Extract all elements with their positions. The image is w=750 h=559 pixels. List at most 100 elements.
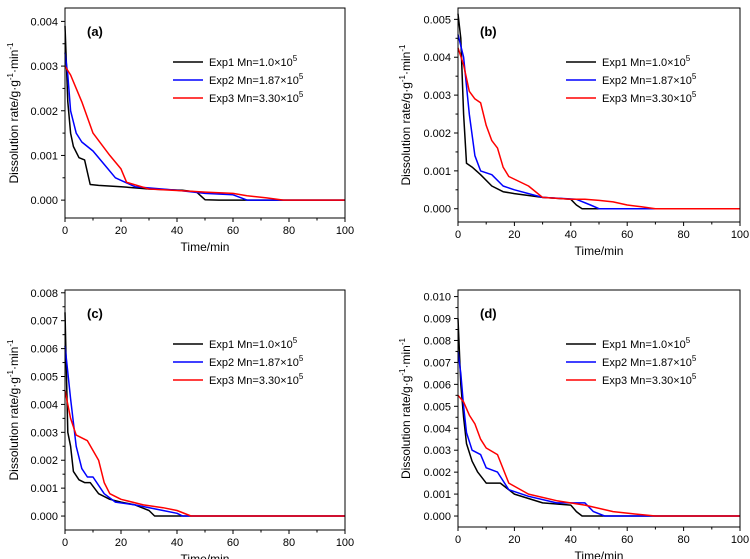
x-tick-label: 60 [621, 229, 633, 241]
y-tick-label: 0.003 [30, 61, 58, 73]
y-axis-title: Dissolution rate/g·g-1·min-1 [398, 337, 413, 479]
y-axis-title: Dissolution rate/g·g-1·min-1 [6, 339, 21, 481]
y-tick-label: 0.001 [30, 483, 58, 495]
y-axis-title-part: Dissolution rate/g·g [399, 82, 413, 185]
legend-text: Exp3 Mn=3.30×10 [209, 375, 299, 387]
x-axis-title: Time/min [181, 552, 230, 559]
y-tick-label: 0.000 [30, 511, 58, 523]
legend-text: Exp2 Mn=1.87×10 [209, 357, 299, 369]
series-line-2 [64, 52, 345, 201]
y-tick-label: 0.004 [30, 399, 58, 411]
x-tick-label: 60 [621, 534, 633, 546]
y-tick-label: 0.009 [423, 314, 451, 326]
y-axis-title-part: -1 [6, 42, 15, 50]
series-line-1 [64, 312, 345, 517]
y-axis-title-part: -1 [398, 74, 407, 82]
legend-label-1: Exp1 Mn=1.0×105 [209, 336, 298, 351]
legend-text: Exp2 Mn=1.87×10 [602, 75, 692, 87]
legend-text: Exp2 Mn=1.87×10 [209, 75, 299, 87]
legend-exponent: 5 [692, 372, 697, 381]
legend-exponent: 5 [299, 372, 304, 381]
x-tick-label: 100 [336, 225, 354, 237]
legend-text: Exp1 Mn=1.0×10 [602, 57, 686, 69]
x-tick-label: 20 [115, 225, 127, 237]
series-line-1 [457, 13, 740, 210]
chart-panel-b: 0 20 40 60 80 100 0.000 0.001 0.002 0.003 0.004 0.0… [398, 7, 749, 258]
x-tick-label: 20 [508, 229, 520, 241]
x-tick-label: 20 [508, 534, 520, 546]
legend-exponent: 5 [692, 90, 697, 99]
x-tick-label: 80 [283, 537, 295, 549]
x-tick-label: 80 [677, 229, 689, 241]
y-tick-label: 0.004 [423, 52, 451, 64]
y-axis-title-part: Dissolution rate/g·g [7, 377, 21, 480]
legend-label-3: Exp3 Mn=3.30×105 [602, 372, 697, 387]
x-tick-label: 20 [115, 537, 127, 549]
chart-panel-d: 0 20 40 60 80 100 0.000 0.001 0.002 0.003 0.004 0.0… [398, 289, 749, 559]
x-tick-label: 0 [455, 229, 461, 241]
x-tick-label: 0 [62, 225, 68, 237]
y-tick-label: 0.001 [30, 150, 58, 162]
y-tick-label: 0.003 [423, 445, 451, 457]
legend-exponent: 5 [299, 90, 304, 99]
legend-exponent: 5 [692, 72, 697, 81]
x-tick-label: 40 [171, 537, 183, 549]
legend-text: Exp2 Mn=1.87×10 [602, 357, 692, 369]
y-axis-title-part: -1 [398, 337, 407, 345]
legend-label-3: Exp3 Mn=3.30×105 [209, 372, 304, 387]
x-tick-label: 0 [62, 537, 68, 549]
y-axis-title-part: ·min [7, 347, 21, 370]
x-axis-title: Time/min [575, 244, 624, 258]
y-axis-title: Dissolution rate/g·g-1·min-1 [398, 44, 413, 186]
legend-exponent: 5 [293, 336, 298, 345]
legend-label-1: Exp1 Mn=1.0×105 [602, 54, 691, 69]
legend-text: Exp3 Mn=3.30×10 [602, 375, 692, 387]
legend-text: Exp1 Mn=1.0×10 [209, 339, 293, 351]
y-tick-label: 0.001 [423, 489, 451, 501]
chart-panel-c: 0 20 40 60 80 100 0.000 0.001 0.002 0.003 0.004 0.0… [6, 288, 354, 559]
legend-exponent: 5 [692, 354, 697, 363]
x-axis-title: Time/min [575, 549, 624, 559]
series-line-2 [457, 351, 740, 517]
x-tick-label: 60 [227, 225, 239, 237]
y-axis-title-part: ·min [7, 50, 21, 73]
x-tick-label: 100 [731, 229, 749, 241]
y-tick-label: 0.002 [30, 455, 58, 467]
y-tick-label: 0.003 [30, 427, 58, 439]
legend-text: Exp1 Mn=1.0×10 [209, 57, 293, 69]
legend-label-2: Exp2 Mn=1.87×105 [209, 72, 304, 87]
legend-exponent: 5 [293, 54, 298, 63]
y-tick-label: 0.006 [423, 379, 451, 391]
y-axis-title-part: Dissolution rate/g·g [7, 80, 21, 183]
y-tick-label: 0.002 [423, 128, 451, 140]
panel-label: (a) [87, 24, 103, 39]
plot-frame [64, 289, 346, 531]
legend-exponent: 5 [299, 72, 304, 81]
x-tick-label: 40 [565, 229, 577, 241]
series-line-3 [64, 65, 345, 201]
legend-label-2: Exp2 Mn=1.87×105 [602, 72, 697, 87]
x-tick-label: 100 [731, 534, 749, 546]
legend-label-1: Exp1 Mn=1.0×105 [602, 336, 691, 351]
x-tick-label: 0 [455, 534, 461, 546]
x-tick-label: 100 [336, 537, 354, 549]
y-tick-label: 0.005 [30, 372, 58, 384]
series-line-1 [64, 25, 345, 201]
y-tick-label: 0.005 [423, 14, 451, 26]
y-axis-title-part: ·min [399, 345, 413, 368]
y-tick-label: 0.000 [30, 195, 58, 207]
panel-label: (d) [480, 306, 497, 321]
x-tick-label: 80 [677, 534, 689, 546]
plot-frame [457, 289, 741, 528]
legend-label-3: Exp3 Mn=3.30×105 [602, 90, 697, 105]
x-tick-label: 40 [565, 534, 577, 546]
y-tick-label: 0.004 [423, 423, 451, 435]
legend-text: Exp3 Mn=3.30×10 [209, 93, 299, 105]
y-tick-label: 0.005 [423, 401, 451, 413]
y-axis-title-part: -1 [6, 369, 15, 377]
series-line-3 [64, 390, 345, 517]
y-tick-label: 0.006 [30, 344, 58, 356]
y-axis-title-part: -1 [398, 44, 407, 52]
y-tick-label: 0.003 [423, 90, 451, 102]
